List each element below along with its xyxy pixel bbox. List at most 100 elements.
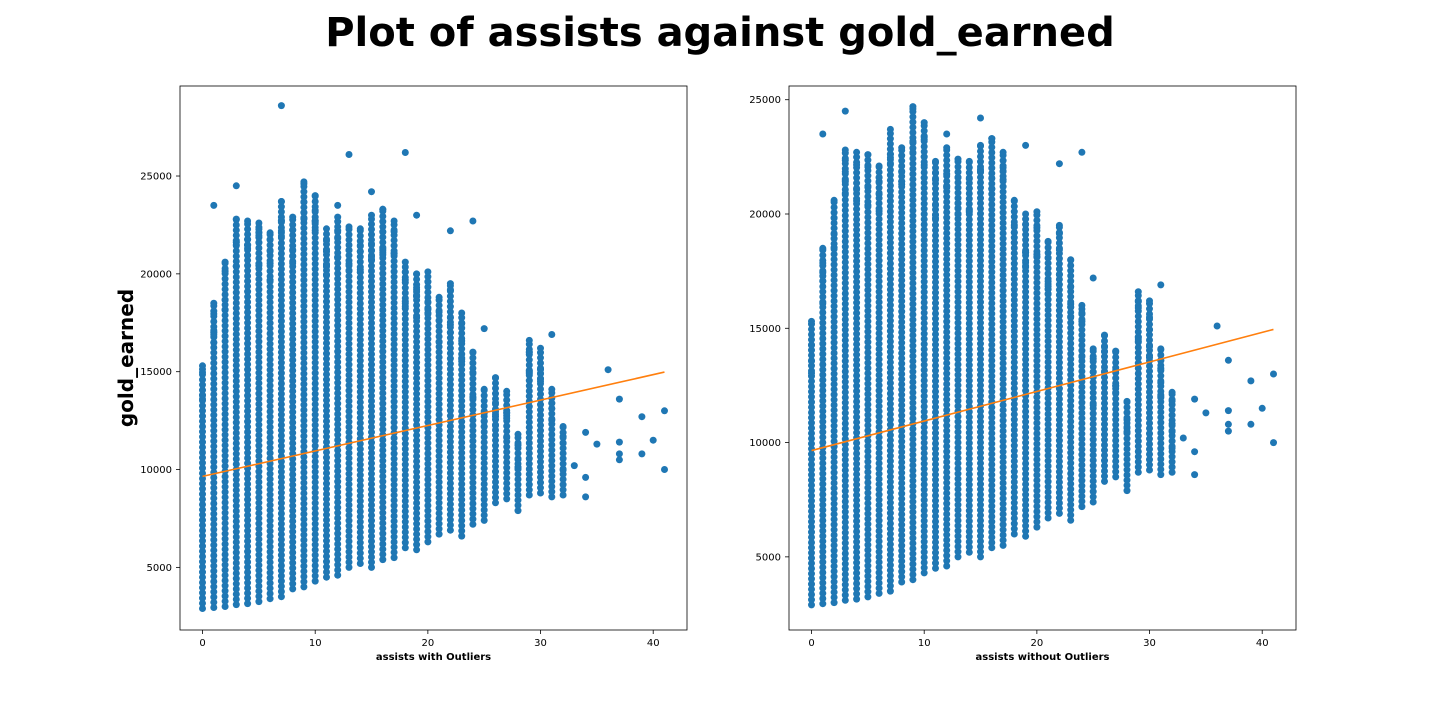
data-point [480, 480, 488, 488]
data-point [886, 239, 894, 247]
data-point [323, 537, 330, 545]
data-point [300, 380, 308, 388]
data-point [864, 312, 872, 320]
data-point [886, 582, 894, 590]
data-point [920, 136, 928, 144]
data-point [289, 304, 297, 312]
data-point [232, 585, 240, 593]
data-point [390, 351, 398, 359]
data-point [492, 442, 499, 450]
data-point [289, 580, 297, 588]
data-point [446, 355, 454, 363]
data-point [221, 551, 229, 558]
data-point [266, 350, 274, 358]
data-point [266, 376, 274, 384]
data-point [379, 223, 387, 231]
data-point [210, 588, 218, 596]
data-point [909, 519, 917, 526]
data-point [356, 241, 364, 249]
data-point [909, 290, 917, 298]
data-point [469, 369, 477, 377]
data-point [830, 255, 838, 263]
data-point [480, 511, 488, 519]
data-point [413, 333, 421, 341]
data-point [615, 395, 623, 403]
data-point [480, 506, 488, 514]
data-point [401, 435, 409, 443]
data-point [514, 486, 522, 494]
data-point [266, 480, 274, 488]
data-point [311, 494, 319, 502]
data-point [1157, 379, 1165, 387]
data-point [446, 292, 454, 300]
data-point [864, 380, 872, 388]
data-point [413, 353, 421, 361]
data-point [898, 386, 906, 394]
data-point [898, 276, 906, 284]
data-point [277, 390, 285, 398]
data-point [853, 470, 861, 478]
data-point [1055, 246, 1063, 254]
data-point [323, 287, 330, 295]
data-point [864, 343, 872, 351]
data-point [413, 364, 421, 372]
data-point [210, 349, 218, 357]
data-point [480, 454, 488, 462]
data-point [368, 231, 375, 239]
data-point [413, 359, 421, 367]
data-point [446, 479, 454, 487]
data-point [390, 491, 398, 499]
data-point [525, 348, 533, 356]
data-point [480, 449, 488, 457]
data-point [853, 174, 861, 182]
data-point [458, 511, 466, 519]
data-point [289, 543, 297, 551]
data-point [841, 310, 849, 318]
data-point [232, 476, 240, 484]
data-point [830, 224, 838, 232]
data-point [424, 507, 432, 515]
data-point [886, 317, 894, 325]
data-point [277, 432, 285, 439]
data-point [853, 543, 861, 551]
data-point [323, 344, 330, 352]
left-scatter-plot: 0 10 20 30 40500010000150002000025000assists… [114, 85, 688, 663]
data-point [819, 335, 827, 342]
data-point [875, 491, 883, 499]
data-point [548, 446, 556, 454]
data-point [853, 491, 861, 499]
data-point [424, 481, 432, 489]
data-point [841, 217, 849, 225]
data-point [232, 481, 240, 489]
data-point [853, 418, 861, 426]
data-point [277, 208, 285, 216]
data-point [886, 140, 894, 148]
data-point [1044, 237, 1052, 245]
data-point [853, 580, 861, 587]
data-point [548, 425, 556, 433]
data-point [255, 254, 263, 262]
data-point [221, 280, 229, 288]
data-point [808, 575, 815, 583]
data-point [864, 442, 872, 450]
data-point [525, 392, 533, 400]
data-point [435, 437, 443, 444]
data-point [458, 527, 466, 535]
data-point [413, 442, 421, 450]
data-point [345, 288, 353, 296]
data-point [221, 395, 229, 402]
y-tick-label: 20000 [140, 269, 172, 280]
data-point [841, 347, 849, 355]
data-point [480, 470, 488, 478]
data-point [864, 531, 872, 538]
data-point [401, 372, 409, 380]
data-point [1022, 210, 1030, 218]
data-point [853, 169, 861, 177]
data-point [323, 573, 330, 581]
data-point [424, 351, 432, 359]
data-point [469, 393, 477, 401]
data-point [898, 198, 906, 206]
data-point [289, 434, 297, 442]
data-point [345, 251, 353, 259]
data-point [864, 437, 872, 445]
